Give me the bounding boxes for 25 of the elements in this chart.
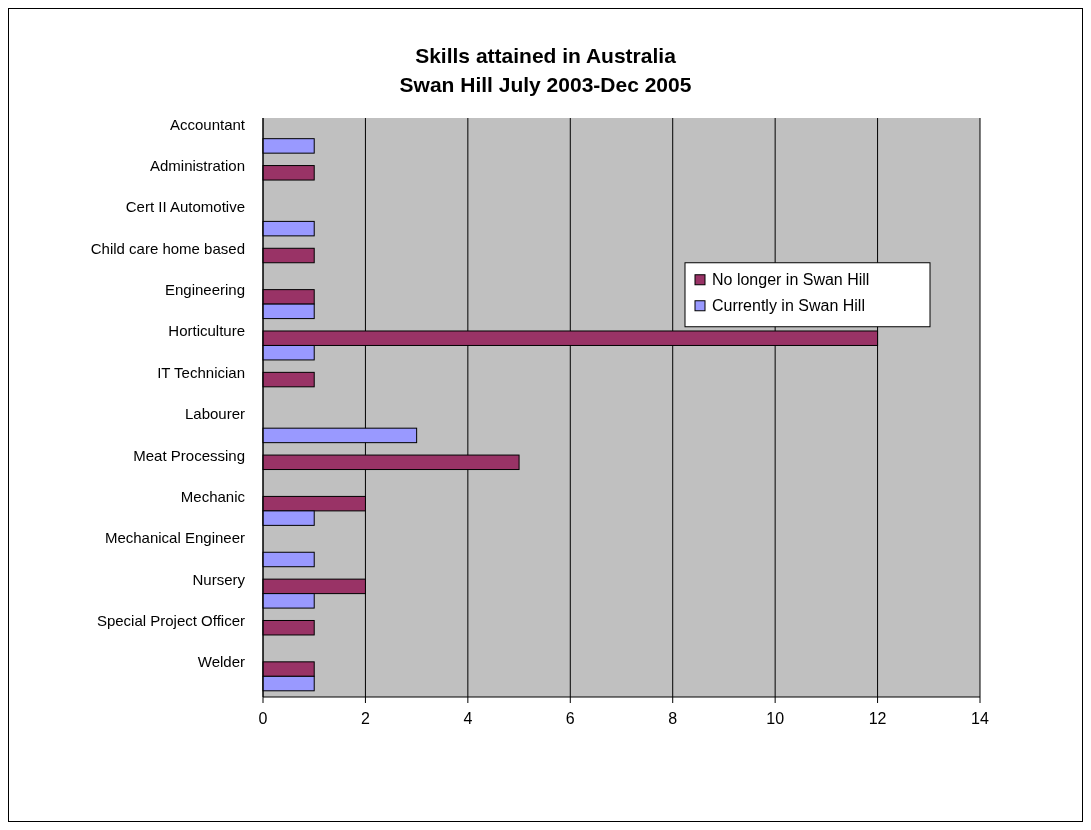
x-tick-label: 2	[360, 710, 370, 727]
x-tick-label: 8	[668, 710, 678, 727]
y-tick-label: Mechanical Engineer	[104, 529, 245, 547]
legend-label: Currently in Swan Hill	[712, 296, 865, 314]
y-tick-label: Special Project Officer	[96, 611, 245, 629]
x-tick-label: 12	[868, 710, 887, 727]
y-tick-label: Mechanic	[180, 487, 246, 505]
y-tick-label: Horticulture	[168, 322, 245, 340]
x-tick-label: 10	[766, 710, 785, 727]
y-tick-label: Engineering	[164, 281, 245, 299]
y-tick-label: Welder	[197, 653, 245, 671]
legend-label: No longer in Swan Hill	[712, 270, 870, 288]
x-tick-label: 4	[463, 710, 473, 727]
x-tick-label: 6	[565, 710, 575, 727]
y-tick-label: Meat Processing	[133, 446, 245, 464]
y-tick-label: IT Technician	[157, 363, 245, 381]
y-tick-label: Accountant	[169, 115, 246, 133]
y-tick-label: Cert II Automotive	[125, 198, 245, 216]
x-tick-label: 14	[971, 710, 989, 727]
chart-title: Skills attained in Australia Swan Hill July 2003-Dec 2005	[399, 44, 692, 96]
y-tick-label: Nursery	[192, 570, 246, 588]
x-tick-label: 0	[258, 710, 268, 727]
y-tick-label: Labourer	[184, 405, 245, 423]
y-tick-label: Child care home based	[90, 239, 245, 257]
y-tick-label: Administration	[149, 157, 245, 175]
